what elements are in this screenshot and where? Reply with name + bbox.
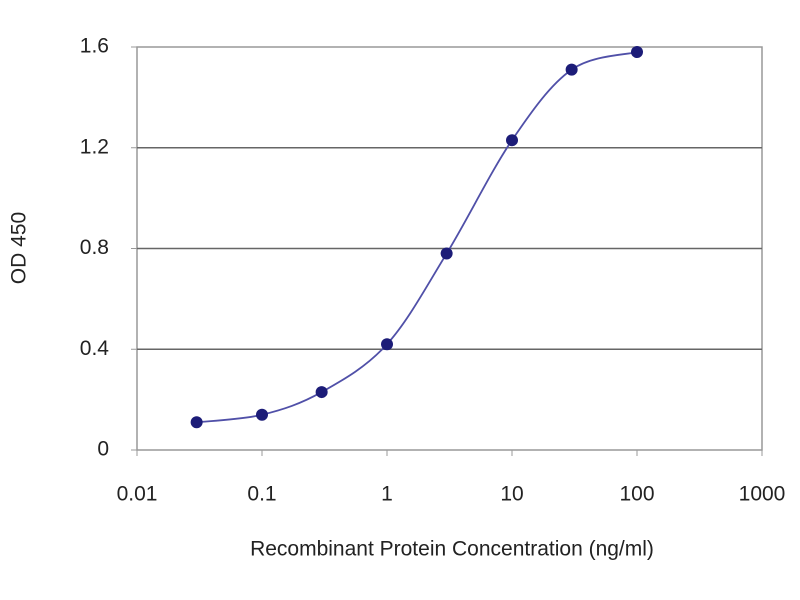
x-tick-label: 100 — [619, 483, 654, 506]
y-tick-label: 1.2 — [80, 135, 109, 158]
data-point — [381, 338, 393, 351]
y-axis-label: OD 450 — [8, 212, 31, 284]
data-point — [631, 46, 643, 59]
x-tick-label: 1000 — [739, 483, 786, 506]
x-tick-label: 0.1 — [247, 483, 276, 506]
y-tick-label: 0.4 — [80, 337, 110, 360]
data-point — [565, 63, 578, 76]
x-tick-label: 10 — [500, 483, 523, 506]
data-point — [315, 386, 328, 399]
y-tick-label: 1.6 — [80, 35, 109, 58]
y-tick-label: 0 — [97, 438, 109, 461]
curve — [196, 51, 638, 424]
x-tick-label: 0.01 — [117, 483, 158, 506]
data-point — [256, 408, 268, 421]
x-axis-label: Recombinant Protein Concentration (ng/ml… — [250, 538, 654, 561]
y-tick-label: 0.8 — [80, 236, 109, 259]
data-point — [440, 247, 453, 260]
data-point — [190, 416, 203, 429]
x-tick-label: 1 — [381, 483, 393, 506]
data-point — [506, 134, 518, 147]
